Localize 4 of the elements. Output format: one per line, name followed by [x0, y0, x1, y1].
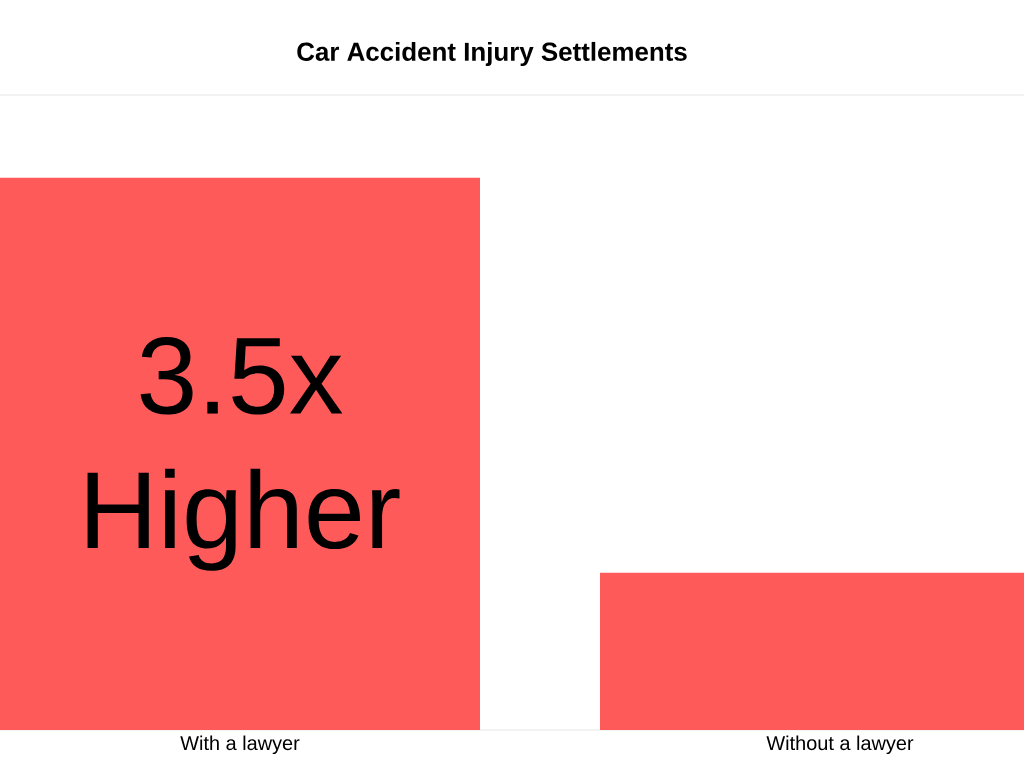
chart-title: Car Accident Injury Settlements — [297, 41, 687, 67]
x-tick-label: With a lawyer — [180, 735, 300, 755]
annotation: 3.5x Higher — [87, 337, 400, 571]
x-tick-label: Without a lawyer — [766, 735, 914, 755]
